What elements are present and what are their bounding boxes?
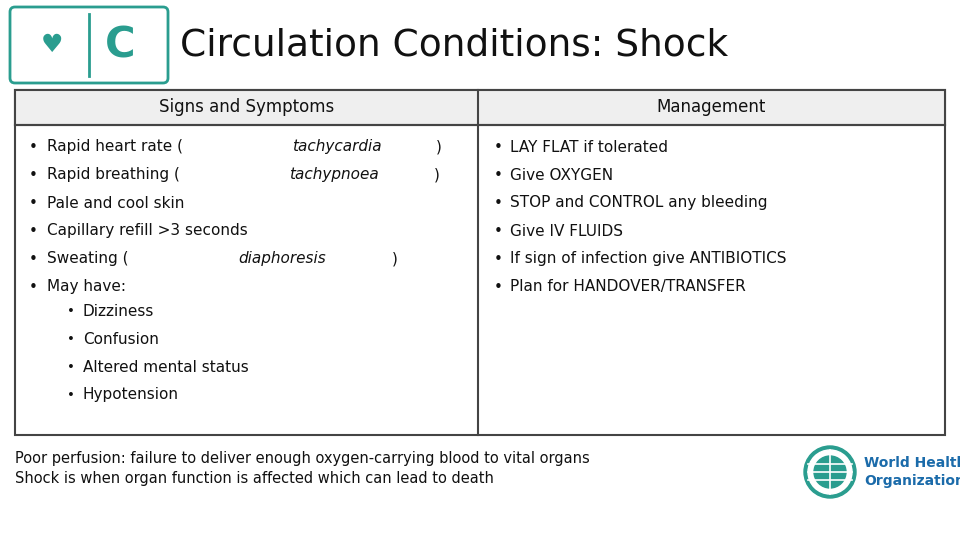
Text: •: • bbox=[67, 305, 75, 318]
Text: tachypnoea: tachypnoea bbox=[289, 167, 379, 183]
Text: ): ) bbox=[392, 252, 398, 267]
Text: •: • bbox=[29, 224, 37, 239]
Text: Rapid breathing (: Rapid breathing ( bbox=[47, 167, 180, 183]
Text: •: • bbox=[494, 252, 503, 267]
Text: Signs and Symptoms: Signs and Symptoms bbox=[158, 98, 334, 117]
Text: Shock is when organ function is affected which can lead to death: Shock is when organ function is affected… bbox=[15, 470, 493, 485]
Text: World Health: World Health bbox=[864, 456, 960, 470]
Text: Circulation Conditions: Shock: Circulation Conditions: Shock bbox=[180, 27, 728, 63]
Text: •: • bbox=[29, 252, 37, 267]
Text: •: • bbox=[29, 167, 37, 183]
Text: •: • bbox=[494, 224, 503, 239]
Text: •: • bbox=[494, 167, 503, 183]
Text: Organization: Organization bbox=[864, 474, 960, 488]
Text: •: • bbox=[67, 333, 75, 346]
Text: Plan for HANDOVER/TRANSFER: Plan for HANDOVER/TRANSFER bbox=[510, 280, 746, 294]
Text: May have:: May have: bbox=[47, 280, 126, 294]
FancyBboxPatch shape bbox=[10, 7, 168, 83]
Text: diaphoresis: diaphoresis bbox=[238, 252, 325, 267]
Bar bbox=[15, 90, 945, 125]
Text: Dizziness: Dizziness bbox=[83, 303, 155, 319]
Text: ♥: ♥ bbox=[41, 33, 63, 57]
Text: Sweating (: Sweating ( bbox=[47, 252, 129, 267]
Circle shape bbox=[808, 450, 852, 494]
Text: Confusion: Confusion bbox=[83, 332, 158, 347]
Text: •: • bbox=[494, 139, 503, 154]
Text: •: • bbox=[67, 388, 75, 402]
Text: •: • bbox=[29, 280, 37, 294]
Text: If sign of infection give ANTIBIOTICS: If sign of infection give ANTIBIOTICS bbox=[510, 252, 786, 267]
Text: ): ) bbox=[434, 167, 440, 183]
Bar bbox=[15, 90, 945, 435]
Text: STOP and CONTROL any bleeding: STOP and CONTROL any bleeding bbox=[510, 195, 767, 211]
Text: Management: Management bbox=[657, 98, 766, 117]
Circle shape bbox=[804, 446, 856, 498]
Text: •: • bbox=[67, 361, 75, 374]
Text: LAY FLAT if tolerated: LAY FLAT if tolerated bbox=[510, 139, 668, 154]
Circle shape bbox=[814, 456, 846, 488]
Text: Altered mental status: Altered mental status bbox=[83, 360, 249, 375]
Text: Poor perfusion: failure to deliver enough oxygen-carrying blood to vital organs: Poor perfusion: failure to deliver enoug… bbox=[15, 450, 589, 465]
Text: Hypotension: Hypotension bbox=[83, 388, 179, 402]
Text: •: • bbox=[494, 195, 503, 211]
Text: Give OXYGEN: Give OXYGEN bbox=[510, 167, 613, 183]
Text: C: C bbox=[105, 24, 135, 66]
Text: tachycardia: tachycardia bbox=[293, 139, 382, 154]
Text: •: • bbox=[29, 195, 37, 211]
Text: ): ) bbox=[436, 139, 443, 154]
Text: Capillary refill >3 seconds: Capillary refill >3 seconds bbox=[47, 224, 248, 239]
Text: Rapid heart rate (: Rapid heart rate ( bbox=[47, 139, 183, 154]
Text: Give IV FLUIDS: Give IV FLUIDS bbox=[510, 224, 623, 239]
Text: Pale and cool skin: Pale and cool skin bbox=[47, 195, 184, 211]
Text: •: • bbox=[494, 280, 503, 294]
Text: •: • bbox=[29, 139, 37, 154]
